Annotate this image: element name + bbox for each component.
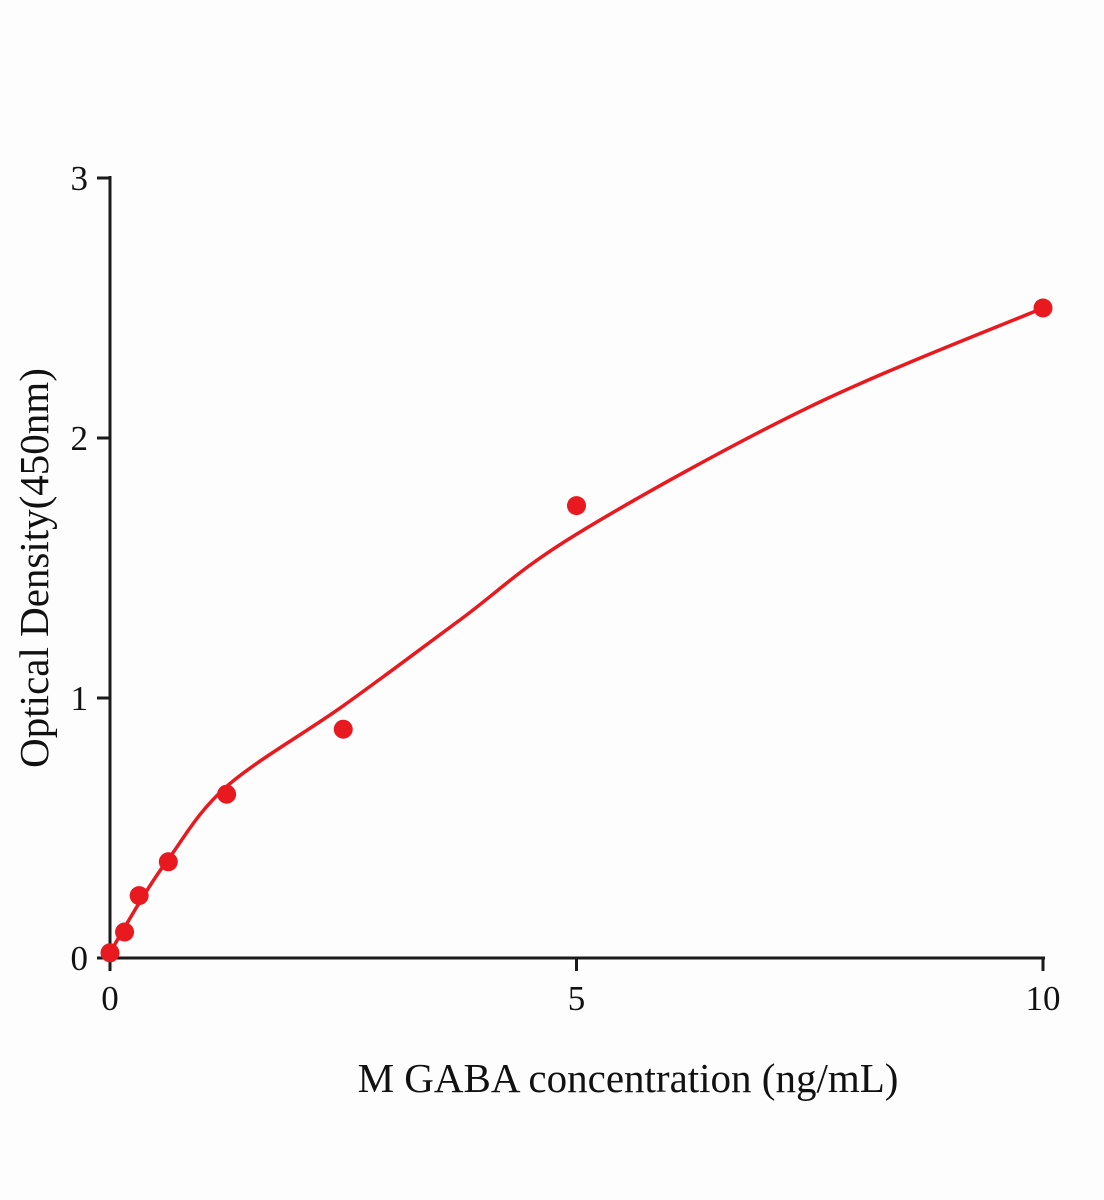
y-tick-label: 2	[71, 419, 89, 458]
axes-layer	[108, 176, 1045, 960]
data-point	[129, 886, 149, 906]
y-tick-label: 1	[71, 679, 89, 718]
tick-layer: 0 5 10 0 1 2 3	[71, 159, 1061, 1018]
x-tick-label: 0	[101, 979, 119, 1018]
x-tick-label: 10	[1026, 979, 1061, 1018]
data-point	[158, 852, 178, 872]
fit-curve	[108, 306, 1045, 955]
data-point	[1033, 298, 1053, 318]
x-axis-label: M GABA concentration (ng/mL)	[358, 1055, 899, 1101]
data-point	[100, 943, 120, 963]
data-point	[567, 496, 586, 516]
y-tick-label: 0	[71, 939, 89, 978]
y-axis-label: Optical Density(450nm)	[11, 368, 57, 768]
y-tick-label: 3	[71, 159, 89, 198]
fit-curve-layer	[108, 306, 1045, 955]
data-points-layer	[100, 298, 1053, 963]
data-point	[333, 719, 353, 739]
data-point	[115, 922, 135, 942]
x-tick-label: 5	[568, 979, 586, 1018]
data-point	[217, 784, 237, 804]
